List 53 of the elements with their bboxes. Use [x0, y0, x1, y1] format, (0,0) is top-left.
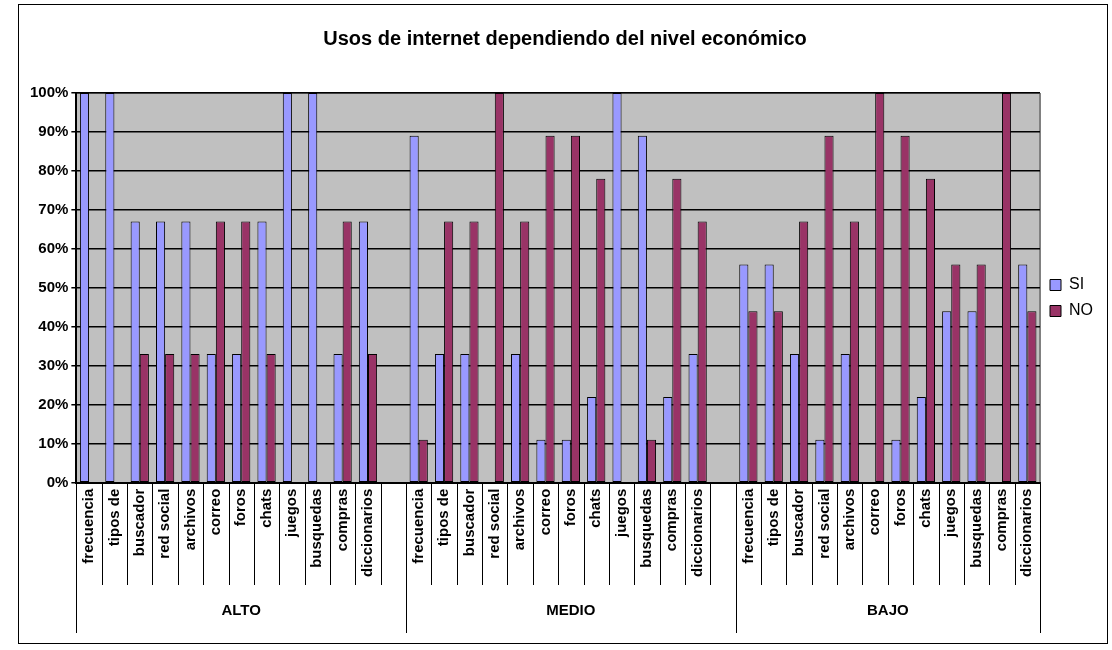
y-tick-label: 100%	[29, 83, 69, 101]
x-tick-label: foros	[561, 488, 578, 527]
y-tick-label: 50%	[38, 277, 69, 295]
y-tick-label: 90%	[38, 122, 69, 140]
x-tick-label: correo	[205, 488, 223, 536]
y-tick-label: 80%	[38, 161, 69, 179]
legend-label: NO	[1069, 301, 1093, 319]
x-tick-label: frecuencia	[738, 487, 756, 564]
x-tick-label: tipos de	[763, 488, 781, 547]
x-tick-label: red social	[484, 488, 502, 559]
x-tick-label: diccionarios	[687, 488, 705, 577]
x-tick-label: buscador	[459, 488, 477, 557]
x-tick-label: frecuencia	[408, 487, 426, 564]
x-tick-label: chats	[256, 488, 274, 528]
y-tick-label: 40%	[38, 316, 69, 334]
y-tick-label: 10%	[38, 433, 69, 451]
legend-label: SI	[1069, 275, 1085, 293]
x-tick-label: juegos	[941, 488, 959, 538]
x-tick-label: tipos de	[104, 488, 122, 547]
x-tick-label: juegos	[611, 488, 629, 538]
y-tick-label: 70%	[38, 200, 69, 218]
x-tick-label: compras	[332, 488, 350, 552]
x-tick-label: correo	[865, 488, 883, 536]
x-tick-label: buscador	[129, 488, 147, 557]
x-tick-label: buscador	[789, 488, 807, 557]
x-tick-label: foros	[890, 488, 908, 527]
y-tick-label: 30%	[38, 355, 69, 373]
y-tick-label: 0%	[46, 472, 69, 490]
chart-title: Usos de internet dependiendo del nivel económico	[323, 26, 807, 49]
x-tick-label: busquedas	[307, 488, 325, 568]
x-tick-label: foros	[231, 488, 249, 527]
x-tick-label: compras	[992, 488, 1010, 552]
text: MEDIO	[546, 601, 596, 619]
x-tick-label: archivos	[180, 488, 198, 551]
y-tick-label: 20%	[38, 394, 69, 412]
x-tick-label: chats	[586, 488, 604, 528]
x-tick-label: frecuencia	[79, 487, 97, 564]
x-tick-label: busquedas	[966, 488, 984, 568]
x-tick-label: red social	[155, 488, 173, 559]
x-tick-label: compras	[662, 488, 680, 552]
x-tick-label: diccionarios	[1017, 488, 1035, 577]
x-tick-label: archivos	[839, 488, 857, 551]
x-tick-label: tipos de	[434, 488, 452, 547]
text: ALTO	[221, 601, 262, 619]
y-tick-label: 60%	[38, 239, 69, 256]
x-tick-label: correo	[535, 488, 553, 536]
x-tick-label: archivos	[510, 488, 528, 551]
x-tick-label: red social	[814, 488, 832, 559]
x-tick-label: juegos	[282, 488, 300, 538]
x-tick-label: diccionarios	[358, 488, 376, 577]
text: BAJO	[867, 601, 910, 619]
x-tick-label: chats	[916, 488, 934, 528]
x-tick-label: busquedas	[637, 488, 655, 568]
